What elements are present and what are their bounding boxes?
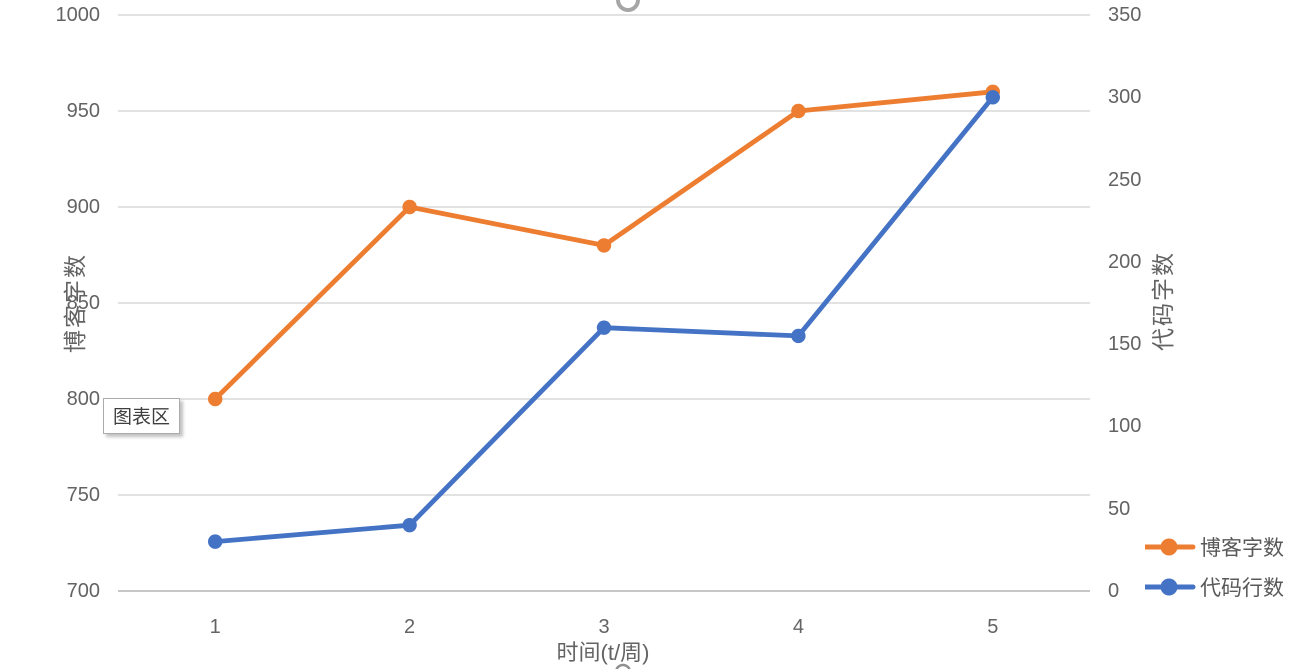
tick-label-right[interactable]: 100 bbox=[1108, 415, 1142, 438]
legend-item-blog-words[interactable]: 博客字数 bbox=[1145, 527, 1284, 567]
tick-label-x[interactable]: 1 bbox=[209, 616, 221, 638]
legend-item-code-lines[interactable]: 代码行数 bbox=[1145, 567, 1284, 607]
tick-label-right[interactable]: 50 bbox=[1108, 497, 1131, 520]
tick-label-right[interactable]: 300 bbox=[1108, 86, 1142, 109]
tick-label-left[interactable]: 850 bbox=[66, 292, 100, 314]
tick-label-left[interactable]: 700 bbox=[66, 580, 100, 602]
legend[interactable]: 博客字数 代码行数 bbox=[1145, 527, 1284, 607]
tick-label-left[interactable]: 750 bbox=[66, 484, 100, 506]
left-axis-title[interactable]: 博客字数 bbox=[62, 253, 88, 353]
data-point-marker[interactable] bbox=[208, 391, 223, 407]
tick-label-right[interactable]: 350 bbox=[1108, 4, 1142, 26]
tick-label-left[interactable]: 950 bbox=[66, 100, 100, 122]
data-point-marker[interactable] bbox=[791, 103, 806, 119]
data-point-marker[interactable] bbox=[596, 238, 612, 253]
x-axis-title[interactable]: 时间(t/周) bbox=[556, 640, 650, 665]
data-point-marker[interactable] bbox=[402, 199, 417, 215]
tick-label-right[interactable]: 0 bbox=[1108, 580, 1120, 602]
data-point-marker[interactable] bbox=[985, 90, 1000, 105]
tick-label-x[interactable]: 3 bbox=[598, 616, 610, 638]
series-line-code-lines[interactable] bbox=[212, 94, 996, 545]
cut-off-handle-icon bbox=[615, 663, 631, 669]
legend-line-marker-icon bbox=[1145, 538, 1196, 556]
tick-label-right[interactable]: 200 bbox=[1108, 250, 1142, 273]
tick-label-x[interactable]: 4 bbox=[792, 616, 804, 638]
tick-label-left[interactable]: 1000 bbox=[55, 4, 101, 26]
legend-label: 博客字数 bbox=[1200, 537, 1284, 560]
cut-off-title-glyph-icon bbox=[616, 0, 640, 12]
data-point-marker[interactable] bbox=[402, 517, 417, 533]
data-point-marker[interactable] bbox=[208, 534, 223, 549]
tick-label-x[interactable]: 5 bbox=[987, 616, 999, 638]
data-point-marker[interactable] bbox=[791, 328, 806, 344]
tick-label-left[interactable]: 800 bbox=[66, 388, 100, 410]
tick-label-right[interactable]: 150 bbox=[1108, 333, 1142, 356]
legend-label: 代码行数 bbox=[1200, 577, 1284, 600]
right-axis-title[interactable]: 代码字数 bbox=[1150, 251, 1176, 351]
legend-line-marker-icon bbox=[1145, 578, 1196, 596]
tick-label-left[interactable]: 900 bbox=[66, 196, 100, 218]
data-point-marker[interactable] bbox=[596, 320, 612, 335]
tick-label-right[interactable]: 250 bbox=[1108, 168, 1142, 191]
chart-area-tooltip: 图表区 bbox=[103, 398, 181, 434]
tick-label-x[interactable]: 2 bbox=[404, 616, 416, 638]
